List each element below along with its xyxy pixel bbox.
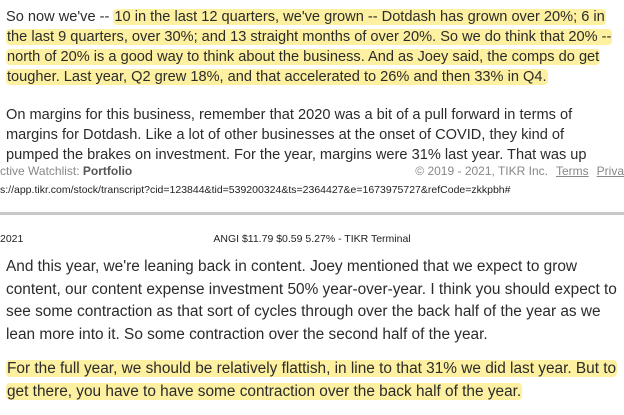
paragraph: And this year, we're leaning back in con… (6, 258, 617, 343)
footer-links: © 2019 - 2021, TIKR Inc. Terms Priva (407, 164, 624, 178)
privacy-link[interactable]: Priva (596, 164, 624, 178)
highlighted-text: For the full year, we should be relative… (6, 360, 618, 400)
paragraph: For the full year, we should be relative… (6, 358, 618, 403)
watchlist[interactable]: ctive Watchlist: Portfolio (0, 164, 132, 178)
paragraph: So now we've -- 10 in the last 12 quarte… (6, 7, 618, 87)
watchlist-value[interactable]: Portfolio (82, 164, 133, 178)
text: So now we've -- (6, 9, 114, 25)
page: {"top_transcript":{"paragraphs":[ {"plai… (0, 7, 624, 400)
copyright: © 2019 - 2021, TIKR Inc. (415, 164, 548, 178)
top-transcript: So now we've -- 10 in the last 12 quarte… (6, 7, 618, 164)
separator (0, 212, 624, 215)
date: 2021 (0, 233, 24, 245)
watchlist-label: ctive Watchlist: (0, 164, 83, 178)
footer: ctive Watchlist: Portfolio © 2019 - 2021… (0, 162, 624, 180)
title-bar: 2021 ANGI $11.79 $0.59 5.27% - TIKR Term… (0, 233, 624, 247)
url: s://app.tikr.com/stock/transcript?cid=12… (0, 184, 511, 196)
page-title: ANGI $11.79 $0.59 5.27% - TIKR Terminal (213, 233, 411, 245)
paragraph: On margins for this business, remember t… (6, 107, 587, 163)
bottom-transcript: And this year, we're leaning back in con… (6, 256, 618, 415)
terms-link[interactable]: Terms (555, 164, 589, 178)
